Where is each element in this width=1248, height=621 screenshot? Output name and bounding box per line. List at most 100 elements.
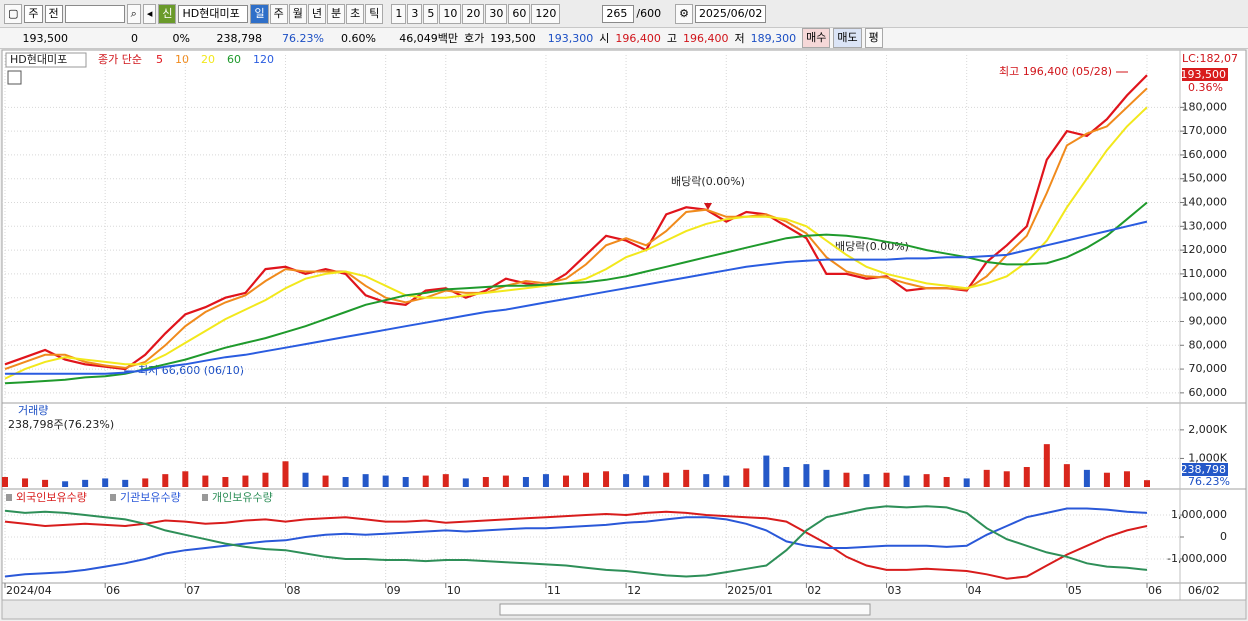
interval-button[interactable]: 3 <box>407 3 423 24</box>
volume-bar <box>202 475 209 487</box>
period-button[interactable]: 일 <box>250 3 269 24</box>
volume-bar <box>162 474 169 487</box>
legend: 5 10 20 60 120 외국인보유수량 기관보유수량 개인보유수량 <box>6 53 274 504</box>
series-line <box>4 507 1148 578</box>
scroll-thumb[interactable] <box>499 603 871 616</box>
count-input[interactable]: 265 <box>602 4 635 23</box>
y-tick-label: 180,000 <box>1182 100 1228 113</box>
volume-bar <box>823 469 830 487</box>
new-button[interactable]: 신 <box>158 3 177 24</box>
volume-bar <box>863 474 870 487</box>
period-button[interactable]: 월 <box>288 3 307 24</box>
tool-button[interactable]: ⚙ <box>675 3 693 24</box>
sound-button[interactable]: ◂ <box>142 3 157 24</box>
name-field: HD현대미포 <box>178 4 249 23</box>
period-button[interactable]: 틱 <box>365 3 384 24</box>
series-line <box>5 220 1148 375</box>
volume-bar <box>122 479 129 487</box>
volume-bar <box>843 472 850 487</box>
volume-bar <box>502 475 509 487</box>
interval-button[interactable]: 5 <box>423 3 439 24</box>
date-input[interactable]: 2025/06/02 <box>694 4 767 23</box>
x-tick-label: 11 <box>547 584 561 597</box>
high-annotation: 최고 196,400 (05/28) <box>999 65 1112 78</box>
legend-swatch <box>6 494 12 501</box>
y-tick-label: -1,000,000 <box>1167 552 1227 565</box>
legend-entry: 5 <box>156 53 163 66</box>
volume-bar <box>1103 472 1110 487</box>
volume-ratio: 76.23% <box>1188 475 1230 488</box>
volume-bar <box>923 474 930 487</box>
series-line <box>4 510 1148 580</box>
x-tick-label: 06 <box>1148 584 1162 597</box>
market-select[interactable]: 주 <box>24 4 43 23</box>
low-label: 저 <box>734 32 745 45</box>
legend-entry: 기관보유수량 <box>120 491 181 504</box>
interval-button[interactable]: 30 <box>485 3 508 24</box>
x-tick-label: 02 <box>807 584 821 597</box>
y-tick-label: 60,000 <box>1189 386 1228 399</box>
last-volume: 238,798 <box>1181 463 1227 476</box>
series-line <box>4 505 1148 578</box>
y-tick-label: 120,000 <box>1182 243 1228 256</box>
menu-button[interactable]: ▢ <box>4 3 23 24</box>
interval-button[interactable]: 20 <box>462 3 485 24</box>
chart-frame <box>1 49 1247 601</box>
table-icon[interactable] <box>7 70 22 85</box>
x-tick-label: 10 <box>447 584 461 597</box>
series-line <box>4 87 1148 371</box>
volume-bar <box>182 471 189 487</box>
x-tick-label: 2024/04 <box>6 584 52 597</box>
volume-bar <box>102 478 109 487</box>
volume-rate: 76.23% <box>282 31 324 45</box>
interval-button[interactable]: 1 <box>391 3 407 24</box>
code-input[interactable]: 010620 <box>64 4 125 23</box>
x-tick-label: 06 <box>106 584 120 597</box>
interval-button[interactable]: 120 <box>531 3 561 24</box>
volume-bar <box>2 477 8 487</box>
sell-button[interactable]: 매도 <box>833 28 862 48</box>
volume-bar <box>1083 469 1090 487</box>
volume-bar <box>462 478 469 487</box>
volume: 238,798 <box>216 31 263 45</box>
y-tick-label: 0 <box>1220 530 1227 543</box>
search-button[interactable]: ⌕ <box>126 3 141 24</box>
volume-bar <box>62 481 69 487</box>
volume-title: 거래량 <box>18 404 48 417</box>
low: 189,300 <box>750 31 797 45</box>
interval-button[interactable]: 10 <box>439 3 462 24</box>
volume-bar <box>242 475 249 487</box>
volume-bar <box>1003 471 1010 487</box>
volume-bar <box>623 474 630 487</box>
last-price-box <box>1182 68 1228 81</box>
x-tick-label: 09 <box>387 584 401 597</box>
high: 196,400 <box>683 31 729 45</box>
period-button[interactable]: 분 <box>326 3 346 24</box>
volume-bar <box>1063 464 1070 487</box>
buy-button[interactable]: 매수 <box>802 28 831 48</box>
chart-title: HD현대미포 <box>10 53 67 66</box>
avg-button[interactable]: 평 <box>864 28 883 48</box>
low-annotation: 최저 66,600 (06/10) <box>138 364 244 377</box>
volume-bar <box>603 471 610 487</box>
interval-button[interactable]: 60 <box>508 3 531 24</box>
prev-select[interactable]: 전 <box>44 4 63 23</box>
volume-bar <box>1123 471 1130 487</box>
turnover: 0.60% <box>341 31 376 45</box>
bid: 193,300 <box>547 31 594 45</box>
lc-label: LC:182,07 <box>1182 52 1238 65</box>
volume-bar <box>983 469 990 487</box>
dividend-annotation: 배당락(0.00%) <box>835 240 909 253</box>
period-button[interactable]: 주 <box>269 3 288 24</box>
period-button[interactable]: 초 <box>346 3 365 24</box>
volume-bar <box>302 472 309 487</box>
change: 0 <box>131 31 138 45</box>
volume-bar <box>262 472 269 487</box>
legend-entry: 20 <box>201 53 215 66</box>
volume-bar <box>442 474 449 487</box>
x-tick-label: 07 <box>186 584 200 597</box>
y-tick-label: 110,000 <box>1182 267 1228 280</box>
period-button[interactable]: 년 <box>307 3 326 24</box>
last-price: 193,500 <box>1181 68 1227 81</box>
